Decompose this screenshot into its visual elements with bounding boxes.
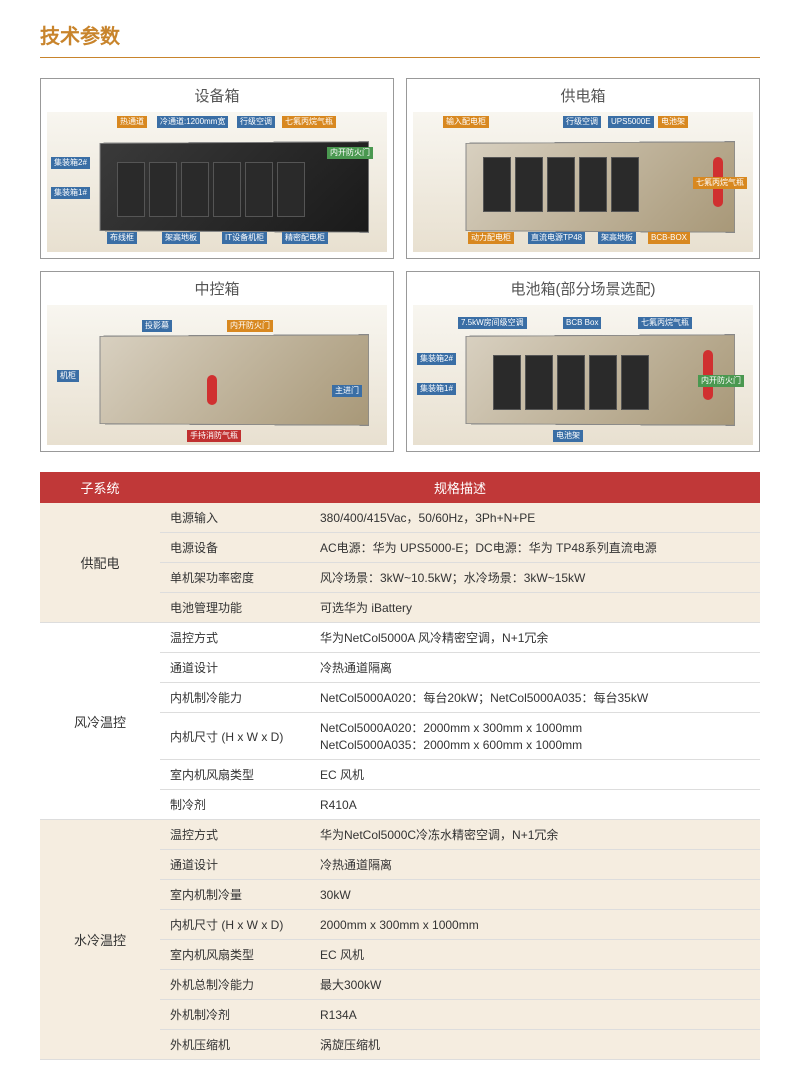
diagram-panel: 设备箱热通道冷通道:1200mm宽行级空调七氟丙烷气瓶集装箱2# 集装箱1# 内开防… [40, 78, 394, 259]
cell-param: 温控方式 [160, 820, 310, 850]
diagram-label: 七氟丙烷气瓶 [282, 116, 336, 128]
diagram-label: 电池架 [553, 430, 583, 442]
diagram-label: 热通道 [117, 116, 147, 128]
diagram-label: 动力配电柜 [468, 232, 514, 244]
diagram-title: 设备箱 [47, 85, 387, 106]
diagram-label: 集装箱2# [51, 157, 90, 169]
cell-value: 380/400/415Vac，50/60Hz，3Ph+N+PE [310, 503, 760, 533]
cell-category: 水冷温控 [40, 820, 160, 1060]
cell-value: 涡旋压缩机 [310, 1030, 760, 1060]
cell-category: 风冷温控 [40, 623, 160, 820]
cell-param: 电池管理功能 [160, 593, 310, 623]
section-title: 技术参数 [40, 20, 760, 58]
cell-value: R134A [310, 1000, 760, 1030]
cell-value: R410A [310, 790, 760, 820]
cell-param: 外机压缩机 [160, 1030, 310, 1060]
diagram-label: 机柜 [57, 370, 79, 382]
diagram-label: 架高地板 [162, 232, 200, 244]
spec-table: 子系统 规格描述 供配电电源输入380/400/415Vac，50/60Hz，3… [40, 472, 760, 1060]
diagram-label: 集装箱1# [417, 383, 456, 395]
cell-param: 温控方式 [160, 623, 310, 653]
cell-category: 供配电 [40, 503, 160, 623]
diagram-label: 集装箱1# [51, 187, 90, 199]
diagram-label: 7.5kW房间级空调 [458, 317, 527, 329]
cell-param: 室内机制冷量 [160, 880, 310, 910]
cell-param: 单机架功率密度 [160, 563, 310, 593]
diagram-label: UPS5000E [608, 116, 654, 128]
cell-value: EC 风机 [310, 940, 760, 970]
diagram-label: 手持消防气瓶 [187, 430, 241, 442]
table-row: 水冷温控温控方式华为NetCol5000C冷冻水精密空调，N+1冗余 [40, 820, 760, 850]
diagram-label: 内开防火门 [698, 375, 744, 387]
diagram-label: 七氟丙烷气瓶 [693, 177, 747, 189]
cell-value: 30kW [310, 880, 760, 910]
cell-param: 内机尺寸 (H x W x D) [160, 910, 310, 940]
diagram-label: 精密配电柜 [282, 232, 328, 244]
diagram-panel: 供电箱输入配电柜 行级空调 UPS5000E 电池架七氟丙烷气瓶动力配电柜 直流电源TP… [406, 78, 760, 259]
cell-value: 华为NetCol5000C冷冻水精密空调，N+1冗余 [310, 820, 760, 850]
cell-value: AC电源：华为 UPS5000-E；DC电源：华为 TP48系列直流电源 [310, 533, 760, 563]
diagram-label: 架高地板 [598, 232, 636, 244]
diagram-title: 中控箱 [47, 278, 387, 299]
cell-param: 内机制冷能力 [160, 683, 310, 713]
cell-value: 可选华为 iBattery [310, 593, 760, 623]
diagram-label: 行级空调 [563, 116, 601, 128]
diagram-label: BCB Box [563, 317, 601, 329]
cell-param: 内机尺寸 (H x W x D) [160, 713, 310, 760]
cell-param: 制冷剂 [160, 790, 310, 820]
cell-value: 最大300kW [310, 970, 760, 1000]
diagram-label: 输入配电柜 [443, 116, 489, 128]
cell-value: 冷热通道隔离 [310, 850, 760, 880]
diagram-body: 7.5kW房间级空调 BCB Box 七氟丙烷气瓶集装箱2# 集装箱1# 内开防火门电池… [413, 305, 753, 445]
diagram-label: 布线框 [107, 232, 137, 244]
diagram-title: 供电箱 [413, 85, 753, 106]
cell-param: 电源设备 [160, 533, 310, 563]
th-desc: 规格描述 [160, 472, 760, 503]
cell-value: 冷热通道隔离 [310, 653, 760, 683]
cell-param: 电源输入 [160, 503, 310, 533]
diagram-label: 主进门 [332, 385, 362, 397]
cell-value: 华为NetCol5000A 风冷精密空调，N+1冗余 [310, 623, 760, 653]
diagram-label: 冷通道:1200mm宽 [157, 116, 228, 128]
cell-param: 外机制冷剂 [160, 1000, 310, 1030]
cell-value: EC 风机 [310, 760, 760, 790]
cell-value: NetCol5000A020：每台20kW；NetCol5000A035：每台3… [310, 683, 760, 713]
cell-value: 2000mm x 300mm x 1000mm [310, 910, 760, 940]
cell-value: NetCol5000A020：2000mm x 300mm x 1000mmNe… [310, 713, 760, 760]
th-subsystem: 子系统 [40, 472, 160, 503]
diagram-body: 输入配电柜 行级空调 UPS5000E 电池架七氟丙烷气瓶动力配电柜 直流电源TP48 架… [413, 112, 753, 252]
cell-param: 室内机风扇类型 [160, 760, 310, 790]
cell-param: 外机总制冷能力 [160, 970, 310, 1000]
table-row: 风冷温控温控方式华为NetCol5000A 风冷精密空调，N+1冗余 [40, 623, 760, 653]
diagram-label: 七氟丙烷气瓶 [638, 317, 692, 329]
cell-param: 室内机风扇类型 [160, 940, 310, 970]
cell-value: 风冷场景：3kW~10.5kW；水冷场景：3kW~15kW [310, 563, 760, 593]
diagram-label: 电池架 [658, 116, 688, 128]
diagram-grid: 设备箱热通道冷通道:1200mm宽行级空调七氟丙烷气瓶集装箱2#集装箱1#内开防… [40, 78, 760, 452]
diagram-label: BCB-BOX [648, 232, 690, 244]
diagram-panel: 中控箱投影幕 内开防火门机柜主进门手持消防气瓶 [40, 271, 394, 452]
diagram-label: 投影幕 [142, 320, 172, 332]
diagram-label: 直流电源TP48 [528, 232, 585, 244]
cell-param: 通道设计 [160, 653, 310, 683]
diagram-label: 集装箱2# [417, 353, 456, 365]
diagram-title: 电池箱(部分场景选配) [413, 278, 753, 299]
diagram-label: 内开防火门 [227, 320, 273, 332]
diagram-panel: 电池箱(部分场景选配) 7.5kW房间级空调 BCB Box 七氟丙烷气瓶集装箱2# 集… [406, 271, 760, 452]
diagram-label: 行级空调 [237, 116, 275, 128]
diagram-body: 投影幕 内开防火门机柜主进门手持消防气瓶 [47, 305, 387, 445]
table-row: 供配电电源输入380/400/415Vac，50/60Hz，3Ph+N+PE [40, 503, 760, 533]
diagram-label: 内开防火门 [327, 147, 373, 159]
diagram-body: 热通道冷通道:1200mm宽行级空调七氟丙烷气瓶集装箱2# 集装箱1# 内开防火门布… [47, 112, 387, 252]
diagram-label: IT设备机柜 [222, 232, 267, 244]
cell-param: 通道设计 [160, 850, 310, 880]
